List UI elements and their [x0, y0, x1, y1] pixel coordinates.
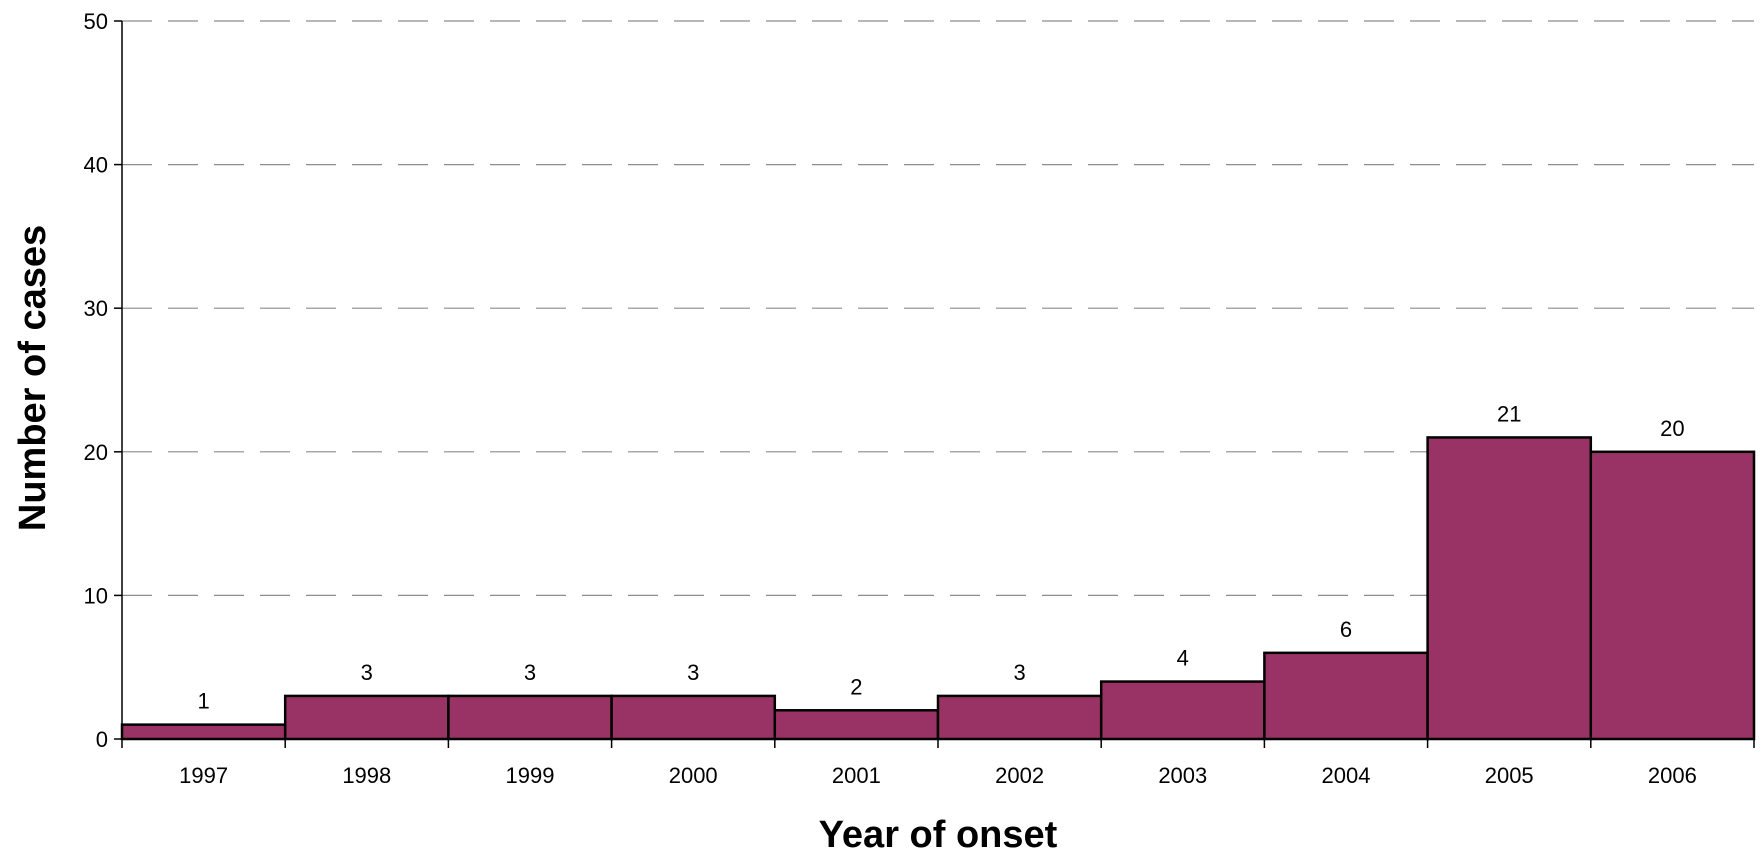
data-label-1998: 3	[361, 660, 373, 685]
data-label-2003: 4	[1177, 646, 1189, 671]
y-tick-label: 30	[84, 296, 108, 321]
y-axis-title: Number of cases	[12, 225, 54, 531]
x-tick-label-2002: 2002	[995, 763, 1044, 788]
y-tick-label: 10	[84, 583, 108, 608]
x-tick-label-1997: 1997	[179, 763, 228, 788]
data-label-2005: 21	[1497, 401, 1521, 426]
bar-1997	[120, 723, 287, 741]
y-tick-label: 50	[84, 9, 108, 34]
x-tick-label-2003: 2003	[1158, 763, 1207, 788]
x-tick-label-2006: 2006	[1648, 763, 1697, 788]
x-tick-label-2004: 2004	[1322, 763, 1371, 788]
axes	[114, 20, 1755, 748]
labels: 0 10 20 30 40 50 1 1997 3 1998 3 1999 3 2000 2 2001 3 200…	[84, 9, 1697, 788]
bar-2003	[1099, 680, 1266, 741]
x-tick-label-1999: 1999	[506, 763, 555, 788]
bar-2005	[1426, 436, 1593, 741]
x-tick-label-1998: 1998	[342, 763, 391, 788]
y-tick-label: 40	[84, 153, 108, 178]
data-label-2004: 6	[1340, 617, 1352, 642]
x-tick-label-2000: 2000	[669, 763, 718, 788]
bar-2001	[773, 709, 940, 741]
x-axis-title: Year of onset	[819, 814, 1058, 856]
x-tick-label-2001: 2001	[832, 763, 881, 788]
data-label-2000: 3	[687, 660, 699, 685]
bars	[120, 436, 1756, 741]
data-label-2001: 2	[850, 674, 862, 699]
bar-1998	[283, 694, 450, 741]
bar-2000	[610, 694, 777, 741]
bar-2006	[1589, 450, 1756, 741]
y-tick-label: 0	[96, 727, 108, 752]
data-label-1997: 1	[197, 689, 209, 714]
bar-1999	[447, 694, 613, 741]
data-label-2006: 20	[1660, 416, 1684, 441]
x-tick-label-2005: 2005	[1485, 763, 1534, 788]
data-label-1999: 3	[524, 660, 536, 685]
bar-2004	[1263, 651, 1429, 741]
bar-2002	[936, 694, 1103, 741]
y-tick-label: 20	[84, 440, 108, 465]
data-label-2002: 3	[1013, 660, 1025, 685]
